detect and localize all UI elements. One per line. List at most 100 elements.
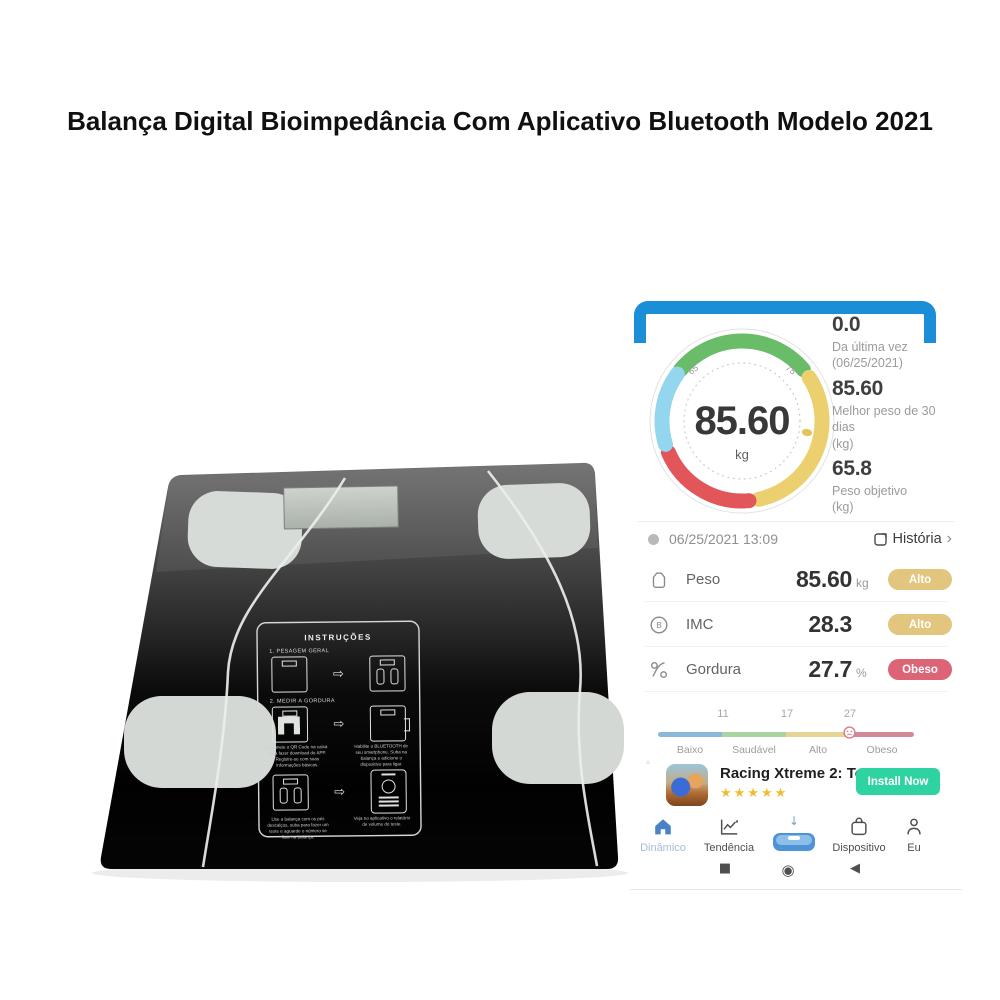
ad-rating-stars: ★★★★★ (720, 786, 789, 801)
tab-label: Dispositivo (832, 842, 886, 854)
stat-sub: (kg) (832, 500, 854, 515)
status-badge: Obeso (888, 659, 952, 680)
scale-device-icon (773, 833, 815, 851)
body-curve-right (486, 470, 599, 867)
diagram-scale-bluetooth-icon (369, 705, 411, 742)
metric-name: IMC (686, 616, 714, 633)
range-label: Obeso (866, 744, 898, 756)
date-row: 06/25/2021 13:09 História › (648, 527, 952, 551)
instructions-row-3: ⇨ (260, 769, 418, 816)
install-now-button[interactable]: Install Now (856, 768, 940, 795)
tab-dinamico[interactable]: Dinâmico (631, 815, 695, 854)
body-fat-range-bar: 11 17 27 Baixo Saudável Alto Obeso (630, 700, 962, 758)
top-blue-frame (634, 301, 936, 343)
stat-goal-weight: 65.8 Peso objetivo (kg) (832, 457, 960, 516)
android-home-button[interactable]: ◉ (781, 861, 795, 879)
gauge-arc-green (673, 333, 811, 378)
electrode-pad-bottom-left (124, 696, 276, 788)
clock-icon (648, 533, 659, 545)
caption-bluetooth: Habilite o BLUETOOTH de seu smartphone. … (354, 743, 409, 767)
range-gradient-bar (658, 732, 914, 737)
gauge-dotted-ring (683, 362, 801, 480)
bottom-tab-bar: Dinâmico Tendência ↓ Dispositivo Eu (630, 815, 962, 861)
stat-last-time: 0.0 Da última vez (06/25/2021) (832, 313, 960, 372)
scale-product-photo: INSTRUÇÕES 1. PESAGEM GERAL ⇨ 2. MEDIR A… (60, 430, 640, 900)
instructions-title: INSTRUÇÕES (304, 632, 372, 643)
divider (644, 646, 948, 647)
range-label: Baixo (676, 744, 704, 756)
gauge-arc-red (660, 444, 757, 509)
stat-sub: (kg) (832, 436, 854, 451)
instructions-captions-1: Escaneie o QR Code na caixa para fazer d… (260, 741, 418, 768)
metric-unit: % (856, 665, 867, 680)
range-threshold: 17 (780, 708, 794, 720)
history-button[interactable]: História › (873, 530, 952, 547)
divider (644, 691, 948, 692)
weight-gauge: 65 75 85.60 kg (646, 325, 838, 517)
instructions-step2-label: 2. MEDIR A GORDURA (269, 698, 336, 705)
ad-banner[interactable]: ▵ Racing Xtreme 2: Top... ★★★★★ Install … (646, 757, 952, 809)
instructions-panel: INSTRUÇÕES 1. PESAGEM GERAL ⇨ 2. MEDIR A… (259, 625, 419, 840)
divider (644, 601, 948, 602)
range-segment-obese (850, 732, 914, 737)
metric-value: 27.7 (808, 656, 852, 682)
diagram-bare-feet-icon (272, 774, 309, 812)
stat-label: Melhor peso de 30 dias (832, 404, 936, 435)
range-threshold: 11 (717, 708, 729, 720)
diagram-feet-on-scale-icon (369, 655, 406, 692)
tab-label: Dinâmico (640, 842, 686, 854)
diagram-scale-front-icon (271, 656, 308, 693)
status-badge: Alto (888, 614, 952, 635)
block-arrow-icon: ⇨ (333, 716, 345, 732)
gauge-arc-blue (654, 366, 685, 452)
divider (630, 889, 962, 890)
person-icon (907, 818, 921, 835)
measurement-datetime: 06/25/2021 13:09 (669, 531, 778, 547)
body-fat-percent-icon (650, 661, 668, 678)
android-back-button[interactable]: ◀ (850, 861, 860, 876)
gauge-arc-yellow (751, 369, 830, 507)
diagram-phone-app-icon (370, 769, 407, 815)
block-arrow-icon: ⇨ (334, 784, 346, 800)
range-label: Alto (808, 744, 828, 756)
instructions-captions-2: Use a balança com os pés descalços, suba… (261, 814, 419, 841)
stat-label: Peso objetivo (832, 484, 908, 498)
tab-eu[interactable]: Eu (882, 815, 946, 854)
tab-label: Eu (907, 842, 921, 854)
block-arrow-icon: ⇨ (332, 666, 344, 682)
ad-choices-icon: ▵ (646, 757, 651, 766)
gauge-tick-65: 65 (686, 363, 700, 377)
stat-best-weight: 85.60 Melhor peso de 30 dias (kg) (832, 377, 960, 452)
metrics-list: Peso 85.60 kg Alto B IMC 28.3 Alto Gordu… (630, 557, 962, 692)
electrode-pad-top-left (187, 491, 303, 569)
tab-dispositivo[interactable]: Dispositivo (827, 815, 891, 854)
instructions-row-2: ⇨ (260, 705, 418, 743)
range-label: Saudável (732, 744, 776, 756)
down-arrow-icon: ↓ (788, 814, 800, 828)
divider (638, 521, 954, 522)
tab-measure-center-button[interactable]: ↓ (762, 815, 826, 851)
page-title: Balança Digital Bioimpedância Com Aplica… (67, 106, 933, 136)
range-segment-high (786, 732, 850, 737)
ad-title: Racing Xtreme 2: Top... (720, 765, 886, 782)
android-recents-button[interactable]: ■ (718, 861, 732, 876)
gauge-value: 85.60 (694, 399, 789, 443)
stat-label: Da última vez (832, 340, 908, 354)
stat-value: 65.8 (832, 457, 872, 480)
diagram-scale-handle-icon (271, 706, 309, 743)
range-threshold: 27 (843, 708, 857, 720)
body-curve-left (201, 477, 347, 868)
caption-qr: Escaneie o QR Code na caixa para fazer d… (267, 744, 328, 768)
metric-row-peso[interactable]: Peso 85.60 kg Alto (630, 557, 962, 602)
history-label: História (892, 531, 942, 547)
instructions-row-1: ⇨ (259, 655, 417, 693)
metric-value: 85.60 (795, 566, 852, 592)
tab-tendencia[interactable]: Tendência (697, 815, 761, 854)
stat-sub: (06/25/2021) (832, 356, 903, 371)
metric-row-imc[interactable]: B IMC 28.3 Alto (630, 602, 962, 647)
metric-row-gordura[interactable]: Gordura 27.7 % Obeso (630, 647, 962, 692)
chevron-right-icon: › (946, 530, 952, 547)
lcd-display (283, 485, 399, 530)
android-nav-bar: ■ ◉ ◀ (630, 861, 962, 885)
home-icon (655, 819, 671, 835)
